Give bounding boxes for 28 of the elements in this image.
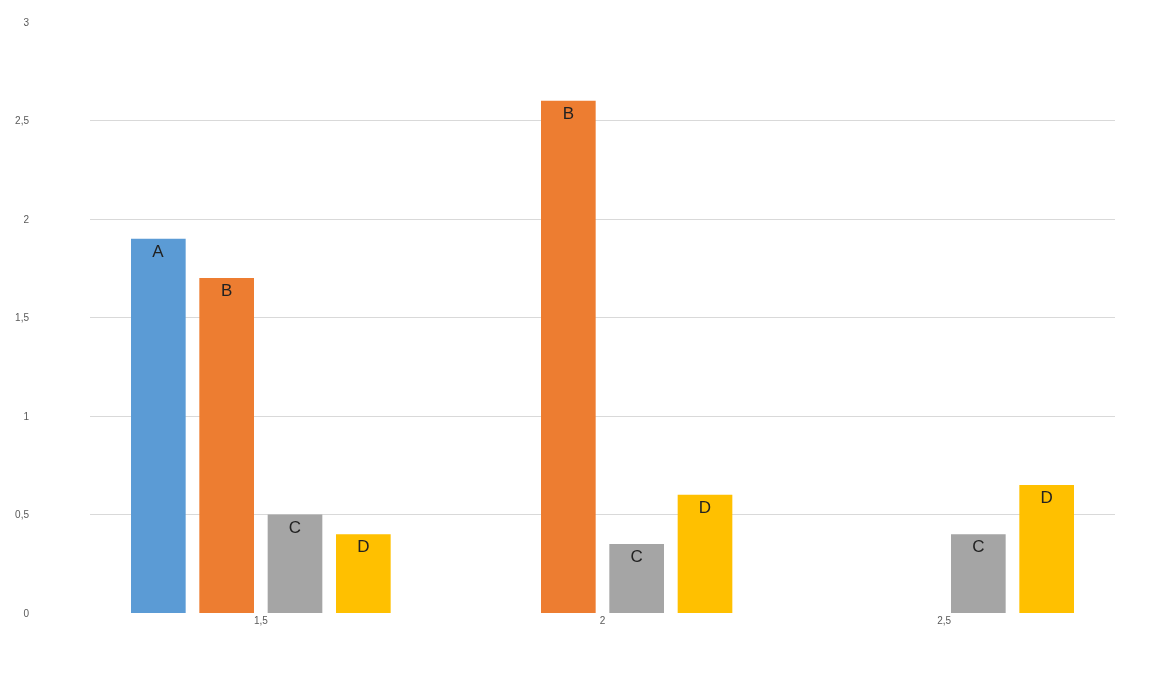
y-tick-label: 2,5 (15, 115, 30, 126)
series-label: C (288, 517, 302, 537)
y-tick-label: 3 (23, 16, 30, 28)
text: C (972, 537, 985, 557)
y-tick-label: 2 (23, 213, 30, 225)
y-tick-label: 1 (23, 410, 30, 422)
x-tick-label: 2 (599, 615, 606, 626)
bar (336, 534, 391, 613)
x-tick-label: 2,5 (937, 615, 952, 626)
text: B (562, 103, 575, 123)
y-tick-label: 0 (23, 607, 30, 619)
bar (1019, 484, 1074, 613)
x-tick-label: 1,5 (253, 615, 269, 626)
text: D (698, 497, 712, 517)
series-label: A (152, 241, 165, 261)
bar (199, 278, 254, 613)
bar (609, 544, 664, 613)
series-label: D (357, 537, 370, 557)
y-tick-label: 1,5 (15, 312, 30, 323)
bar (677, 494, 733, 613)
bar (541, 100, 596, 613)
text: D (1040, 487, 1053, 507)
text: C (630, 547, 643, 567)
bar (267, 514, 323, 613)
series-label: B (220, 281, 233, 301)
y-tick-label: 0,5 (15, 509, 30, 520)
bar (131, 238, 186, 613)
bar (951, 534, 1006, 613)
